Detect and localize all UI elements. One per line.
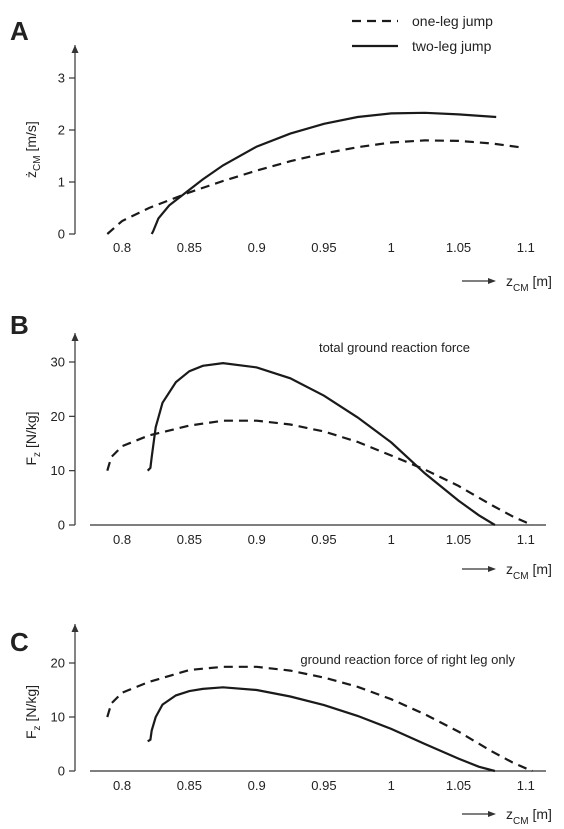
x-tick-label: 1 [388, 532, 395, 547]
x-tick-label: 1.1 [517, 532, 535, 547]
x-tick-label: 1 [388, 240, 395, 255]
x-tick-label: 0.95 [311, 532, 336, 547]
x-tick-label: 0.9 [248, 240, 266, 255]
y-tick-label: 10 [51, 463, 65, 478]
x-label-arrowhead [488, 811, 496, 817]
panel-title: ground reaction force of right leg only [300, 652, 515, 667]
x-tick-label: 0.8 [113, 532, 131, 547]
legend-label-one-leg: one-leg jump [412, 13, 493, 29]
x-tick-label: 0.85 [177, 778, 202, 793]
x-tick-label: 0.8 [113, 778, 131, 793]
x-label-arrowhead [488, 566, 496, 572]
x-tick-label: 0.95 [311, 778, 336, 793]
series-line-one-leg [106, 419, 533, 527]
legend: one-leg jump two-leg jump [352, 13, 493, 54]
y-tick-label: 10 [51, 710, 65, 725]
series-line-two-leg [146, 361, 496, 526]
x-tick-label: 0.95 [311, 240, 336, 255]
x-label-arrowhead [488, 278, 496, 284]
x-axis-label: zCM [m] [506, 561, 552, 582]
x-tick-label: 1.05 [446, 532, 471, 547]
y-axis-label: żCM [m/s] [23, 121, 43, 178]
x-tick-label: 0.8 [113, 240, 131, 255]
y-axis-arrowhead [71, 624, 79, 632]
x-tick-label: 0.85 [177, 240, 202, 255]
x-tick-label: 0.9 [248, 778, 266, 793]
x-tick-label: 0.9 [248, 532, 266, 547]
y-tick-label: 20 [51, 409, 65, 424]
y-axis-label: Fz [N/kg] [23, 411, 43, 465]
x-tick-label: 1.05 [446, 778, 471, 793]
x-tick-label: 0.85 [177, 532, 202, 547]
series-line-two-leg [150, 111, 497, 235]
y-tick-label: 0 [58, 518, 65, 533]
chart-panel-a: A 0 1 2 3 0.8 0.85 0.9 0.95 1 1.05 1.1 żCM [m/s] zCM … [10, 16, 552, 294]
y-tick-label: 1 [58, 175, 65, 190]
legend-label-two-leg: two-leg jump [412, 38, 492, 54]
series-line-two-leg [147, 686, 496, 773]
y-tick-label: 20 [51, 656, 65, 671]
panel-letter: B [10, 310, 29, 340]
x-tick-label: 1 [388, 778, 395, 793]
x-axis-label: zCM [m] [506, 273, 552, 294]
panel-title: total ground reaction force [319, 340, 470, 355]
y-tick-label: 2 [58, 123, 65, 138]
x-tick-label: 1.1 [517, 240, 535, 255]
x-tick-label: 1.1 [517, 778, 535, 793]
y-tick-label: 0 [58, 764, 65, 779]
series-line-one-leg [106, 139, 524, 235]
y-axis-arrowhead [71, 45, 79, 53]
y-axis-label: Fz [N/kg] [23, 685, 43, 739]
panel-letter: C [10, 627, 29, 657]
x-tick-label: 1.05 [446, 240, 471, 255]
panel-letter: A [10, 16, 29, 46]
series-line-one-leg [106, 665, 533, 773]
y-axis-arrowhead [71, 333, 79, 341]
y-tick-label: 3 [58, 71, 65, 86]
y-tick-label: 30 [51, 355, 65, 370]
x-axis-label: zCM [m] [506, 806, 552, 827]
y-tick-label: 0 [58, 227, 65, 242]
panels: A 0 1 2 3 0.8 0.85 0.9 0.95 1 1.05 1.1 żCM [m/s] zCM … [10, 16, 552, 827]
